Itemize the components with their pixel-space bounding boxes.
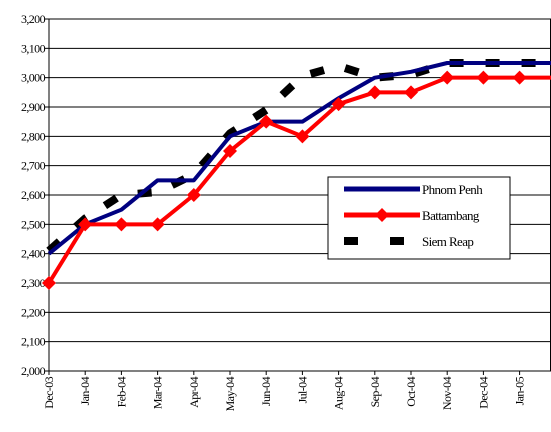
y-tick-label: 2,200 xyxy=(21,305,46,319)
x-tick-label: Jan-04 xyxy=(78,376,92,405)
x-axis: Dec-03 Jan-04 Feb-04 Mar-04 Apr-04 May-04 Jun-… xyxy=(42,370,551,411)
x-tick-label: Apr-04 xyxy=(187,376,201,407)
x-tick-label: Dec-03 xyxy=(42,376,56,408)
y-tick-label: 2,100 xyxy=(21,335,46,349)
legend-label-phnom-penh: Phnom Penh xyxy=(422,182,483,197)
data-point-battambang xyxy=(295,129,310,144)
x-tick-label: Jul-04 xyxy=(295,376,309,403)
y-tick-label: 2,300 xyxy=(21,276,46,290)
x-tick-label: Jan-05 xyxy=(513,376,527,405)
data-point-battambang xyxy=(548,75,551,80)
y-tick-label: 2,600 xyxy=(21,188,46,202)
y-tick-label: 2,900 xyxy=(21,100,46,114)
x-tick-label: Oct-04 xyxy=(404,376,418,406)
y-tick-label: 3,100 xyxy=(21,41,46,55)
legend: Phnom Penh Battambang Siem Reap xyxy=(327,176,511,260)
x-tick-label: Dec-04 xyxy=(476,376,490,408)
legend-marker-battambang xyxy=(375,208,389,222)
x-tick-label: Nov-04 xyxy=(440,376,454,410)
y-tick-label: 3,200 xyxy=(21,12,46,26)
y-tick-label: 2,700 xyxy=(21,159,46,173)
y-tick-label: 2,400 xyxy=(21,247,46,261)
data-point-battambang xyxy=(42,276,56,290)
x-tick-label: Jun-04 xyxy=(259,376,273,406)
x-tick-label: May-04 xyxy=(223,376,237,411)
x-tick-label: Feb-05 xyxy=(549,376,551,407)
data-point-battambang xyxy=(404,85,418,100)
x-tick-label: Aug-04 xyxy=(332,376,346,410)
data-point-battambang xyxy=(223,144,237,158)
x-tick-label: Feb-04 xyxy=(114,376,128,407)
data-point-battambang xyxy=(331,97,346,112)
series-line-phnom-penh xyxy=(47,61,551,256)
y-tick-label: 2,500 xyxy=(21,217,46,231)
x-tick-label: Sep-04 xyxy=(368,376,382,407)
series-layer xyxy=(42,59,551,290)
data-point-battambang xyxy=(367,85,382,100)
data-point-battambang xyxy=(476,70,491,85)
data-point-battambang xyxy=(150,217,165,232)
y-tick-label: 2,800 xyxy=(21,129,46,143)
data-point-battambang xyxy=(512,70,527,85)
y-tick-label: 3,000 xyxy=(21,71,46,85)
data-point-battambang xyxy=(114,217,129,232)
y-tick-label: 2,000 xyxy=(21,364,46,378)
legend-label-siem-reap: Siem Reap xyxy=(422,234,473,249)
legend-label-battambang: Battambang xyxy=(422,208,480,223)
y-axis: 2,000 2,100 2,200 2,300 2,400 2,500 2,600 2,700… xyxy=(21,12,50,378)
data-point-battambang xyxy=(186,188,201,202)
data-point-battambang xyxy=(78,217,93,232)
x-tick-label: Mar-04 xyxy=(151,376,165,409)
data-point-battambang xyxy=(259,114,274,129)
data-point-battambang xyxy=(440,70,455,85)
